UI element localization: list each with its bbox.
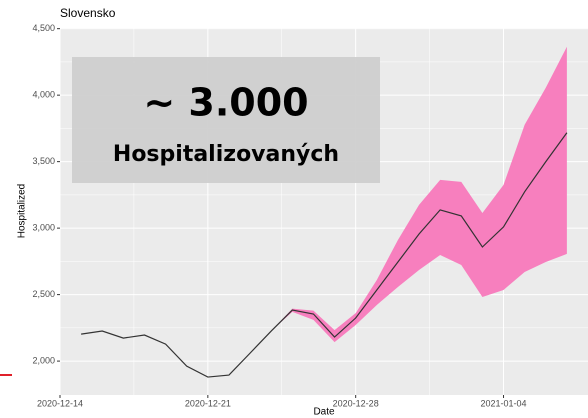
chart-title: Slovensko bbox=[60, 6, 116, 20]
y-tick-label: 3,000 bbox=[32, 222, 55, 232]
annotation-headline: ~ 3.000 bbox=[143, 81, 308, 125]
y-tick-label: 2,000 bbox=[32, 355, 55, 365]
annotation-text: Hospitalizovaných bbox=[113, 142, 339, 167]
annotation-box bbox=[72, 57, 380, 183]
x-axis-label: Date bbox=[313, 407, 335, 418]
line bbox=[81, 132, 568, 378]
y-tick-label: 4,500 bbox=[32, 23, 55, 33]
x-tick-label: 2020-12-21 bbox=[185, 398, 231, 408]
y-tick-label: 3,500 bbox=[32, 156, 55, 166]
x-tick-label: 2020-12-28 bbox=[333, 398, 379, 408]
x-tick-label: 2021-01-04 bbox=[480, 398, 526, 408]
confidence-band bbox=[271, 46, 567, 343]
marks bbox=[81, 46, 568, 378]
y-axis-label: Hospitalized bbox=[17, 184, 28, 238]
y-tick-label: 4,000 bbox=[32, 90, 55, 100]
y-tick-label: 2,500 bbox=[32, 289, 55, 299]
x-tick-label: 2020-12-14 bbox=[37, 398, 83, 408]
